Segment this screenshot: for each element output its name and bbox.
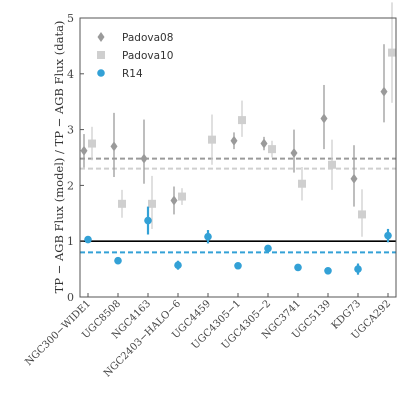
data-point [144, 216, 152, 225]
data-point [320, 113, 328, 124]
data-point [88, 139, 96, 148]
y-tick-label: 0 [67, 291, 74, 304]
data-point [114, 256, 122, 265]
data-point [328, 160, 336, 169]
data-point [170, 195, 178, 206]
data-point [268, 145, 276, 154]
data-point [388, 48, 396, 57]
data-point [290, 148, 298, 159]
data-point [380, 86, 388, 97]
data-point [358, 210, 366, 219]
data-point [264, 244, 272, 253]
data-point [208, 135, 216, 144]
x-axis: NGC300−WIDE1UGC8508NGC4163NGC2403−HALO−6… [23, 293, 393, 379]
series-layer [80, 2, 396, 275]
legend: Padova08 Padova10 R14 [97, 32, 173, 80]
y-tick-label: 2 [67, 179, 74, 192]
series-r14 [84, 206, 392, 275]
y-tick-label: 1 [67, 235, 74, 248]
y-tick-label: 5 [67, 12, 74, 25]
data-point [204, 232, 212, 241]
legend-label-r14: R14 [122, 68, 143, 80]
reference-lines [80, 157, 396, 254]
data-point [294, 263, 302, 272]
data-point [80, 145, 88, 156]
legend-label-padova08: Padova08 [122, 32, 173, 44]
legend-marker-padova08 [97, 32, 105, 42]
data-point [178, 192, 186, 201]
data-point [298, 179, 306, 188]
legend-marker-r14 [97, 69, 105, 77]
y-tick-label: 3 [67, 124, 74, 137]
data-point [118, 199, 126, 208]
y-axis-title: TP − AGB Flux (model) / TP − AGB Flux (d… [52, 21, 66, 294]
data-point [384, 231, 392, 240]
data-point [110, 141, 118, 152]
data-point [230, 135, 238, 146]
legend-label-padova10: Padova10 [122, 50, 173, 62]
y-axis: 0 1 2 3 4 5 [67, 12, 84, 304]
series-padova08 [80, 44, 388, 215]
data-point [84, 235, 92, 244]
data-point [174, 261, 182, 269]
data-point [234, 261, 242, 270]
y-tick-label: 4 [67, 68, 74, 81]
data-point [354, 265, 362, 273]
series-padova10 [88, 2, 396, 237]
legend-marker-padova10 [97, 51, 105, 59]
data-point [148, 199, 156, 208]
data-point [350, 173, 358, 184]
data-point [260, 138, 268, 149]
data-point [140, 153, 148, 164]
data-point [324, 266, 332, 275]
data-point [238, 116, 246, 125]
